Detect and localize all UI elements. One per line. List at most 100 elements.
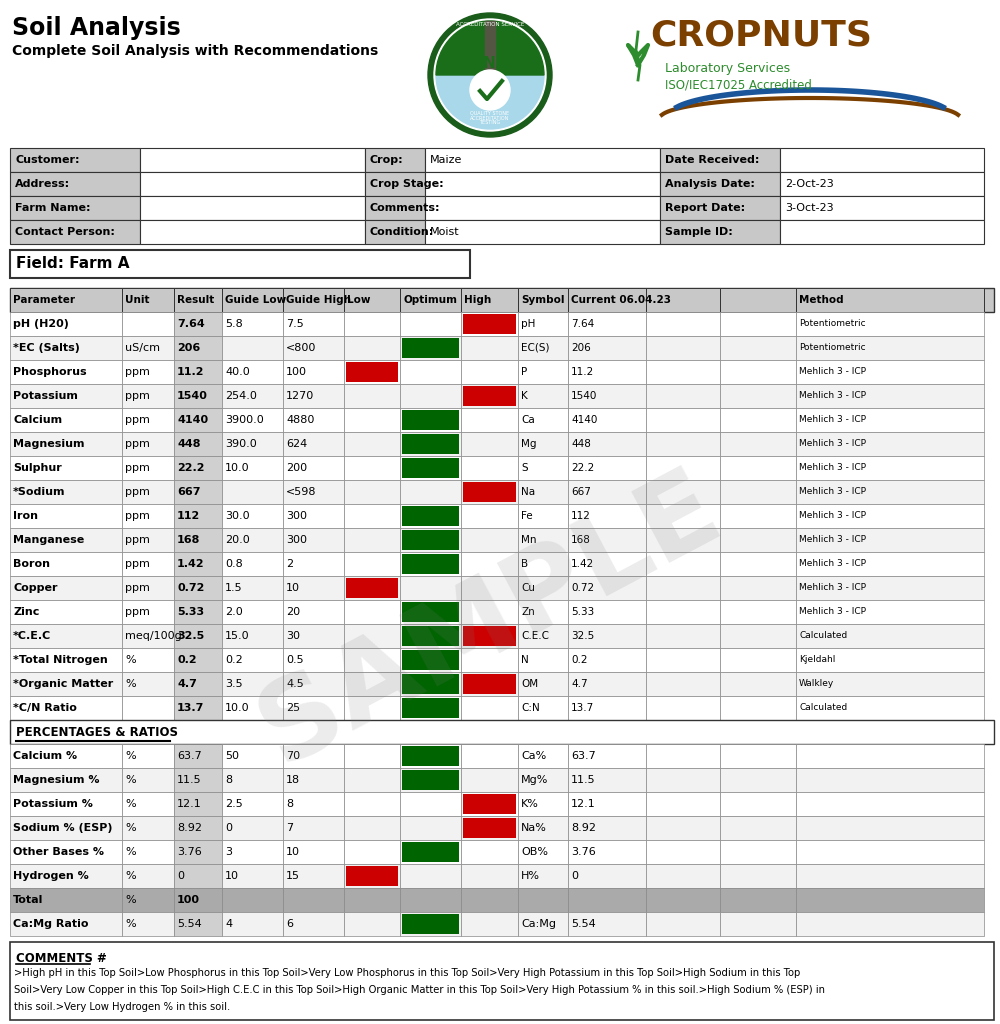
Bar: [400, 575, 461, 600]
Bar: [461, 744, 518, 768]
Bar: [174, 480, 222, 504]
Bar: [344, 672, 400, 696]
Bar: [796, 624, 984, 648]
Bar: [646, 600, 720, 624]
Bar: [646, 792, 720, 816]
Bar: [518, 888, 568, 912]
Text: ppm: ppm: [125, 487, 150, 497]
Text: ppm: ppm: [125, 391, 150, 401]
Bar: [122, 504, 174, 528]
Bar: [568, 744, 646, 768]
Bar: [222, 744, 283, 768]
Bar: [646, 744, 720, 768]
Text: ppm: ppm: [125, 439, 150, 449]
Text: Boron: Boron: [13, 559, 50, 569]
Bar: [402, 458, 459, 478]
Bar: [461, 504, 518, 528]
Bar: [646, 888, 720, 912]
Bar: [400, 648, 461, 672]
Text: 0.5: 0.5: [286, 655, 304, 665]
Text: Zn: Zn: [521, 607, 535, 617]
Bar: [222, 648, 283, 672]
Text: Calculated: Calculated: [799, 632, 847, 640]
Text: Soil Analysis: Soil Analysis: [12, 16, 181, 40]
Bar: [402, 746, 459, 766]
Bar: [344, 504, 400, 528]
Bar: [344, 336, 400, 360]
Text: 112: 112: [571, 511, 591, 521]
Bar: [720, 888, 796, 912]
Text: Calcium: Calcium: [13, 415, 62, 425]
Wedge shape: [436, 75, 544, 129]
Bar: [568, 672, 646, 696]
Text: Magnesium: Magnesium: [13, 439, 84, 449]
Bar: [400, 480, 461, 504]
Text: Farm Name:: Farm Name:: [15, 203, 90, 213]
Bar: [122, 816, 174, 840]
Bar: [283, 840, 344, 864]
Text: 1270: 1270: [286, 391, 314, 401]
Bar: [10, 672, 122, 696]
Bar: [568, 648, 646, 672]
Text: Address:: Address:: [15, 179, 70, 189]
Bar: [174, 504, 222, 528]
Bar: [518, 600, 568, 624]
Bar: [720, 840, 796, 864]
Text: 1.5: 1.5: [225, 583, 243, 593]
Bar: [10, 148, 140, 172]
Bar: [283, 816, 344, 840]
Bar: [518, 384, 568, 408]
Text: Total: Total: [13, 895, 43, 905]
Bar: [796, 408, 984, 432]
Bar: [461, 816, 518, 840]
Bar: [463, 794, 516, 814]
Bar: [140, 196, 365, 220]
Bar: [122, 624, 174, 648]
Text: 8.92: 8.92: [571, 823, 596, 833]
Circle shape: [470, 70, 510, 110]
Bar: [122, 840, 174, 864]
Text: Field: Farm A: Field: Farm A: [16, 256, 130, 271]
Bar: [10, 888, 122, 912]
Bar: [796, 792, 984, 816]
Text: Mehlich 3 - ICP: Mehlich 3 - ICP: [799, 487, 866, 497]
Bar: [283, 312, 344, 336]
Text: EC(S): EC(S): [521, 343, 550, 353]
Bar: [518, 912, 568, 936]
Text: Iron: Iron: [13, 511, 38, 521]
Bar: [646, 480, 720, 504]
Bar: [283, 432, 344, 456]
Bar: [400, 408, 461, 432]
Text: Parameter: Parameter: [13, 295, 75, 305]
Text: 448: 448: [571, 439, 591, 449]
Bar: [122, 768, 174, 792]
Bar: [796, 912, 984, 936]
Text: 70: 70: [286, 751, 300, 761]
Text: Customer:: Customer:: [15, 155, 80, 165]
Text: Mehlich 3 - ICP: Mehlich 3 - ICP: [799, 536, 866, 545]
Bar: [344, 312, 400, 336]
Bar: [400, 696, 461, 720]
Text: pH (H20): pH (H20): [13, 319, 69, 329]
Bar: [568, 624, 646, 648]
Text: %: %: [125, 895, 136, 905]
Text: Crop:: Crop:: [370, 155, 404, 165]
Text: 667: 667: [177, 487, 200, 497]
Bar: [461, 480, 518, 504]
Bar: [283, 504, 344, 528]
Bar: [425, 220, 660, 244]
Text: 4.7: 4.7: [177, 679, 197, 689]
Bar: [402, 410, 459, 430]
Text: 0.72: 0.72: [177, 583, 204, 593]
Bar: [518, 816, 568, 840]
Text: N: N: [521, 655, 529, 665]
Bar: [122, 888, 174, 912]
Bar: [122, 696, 174, 720]
Bar: [222, 504, 283, 528]
Text: %: %: [125, 871, 136, 881]
Bar: [461, 575, 518, 600]
Bar: [568, 864, 646, 888]
Bar: [174, 912, 222, 936]
Bar: [518, 336, 568, 360]
Bar: [10, 575, 122, 600]
